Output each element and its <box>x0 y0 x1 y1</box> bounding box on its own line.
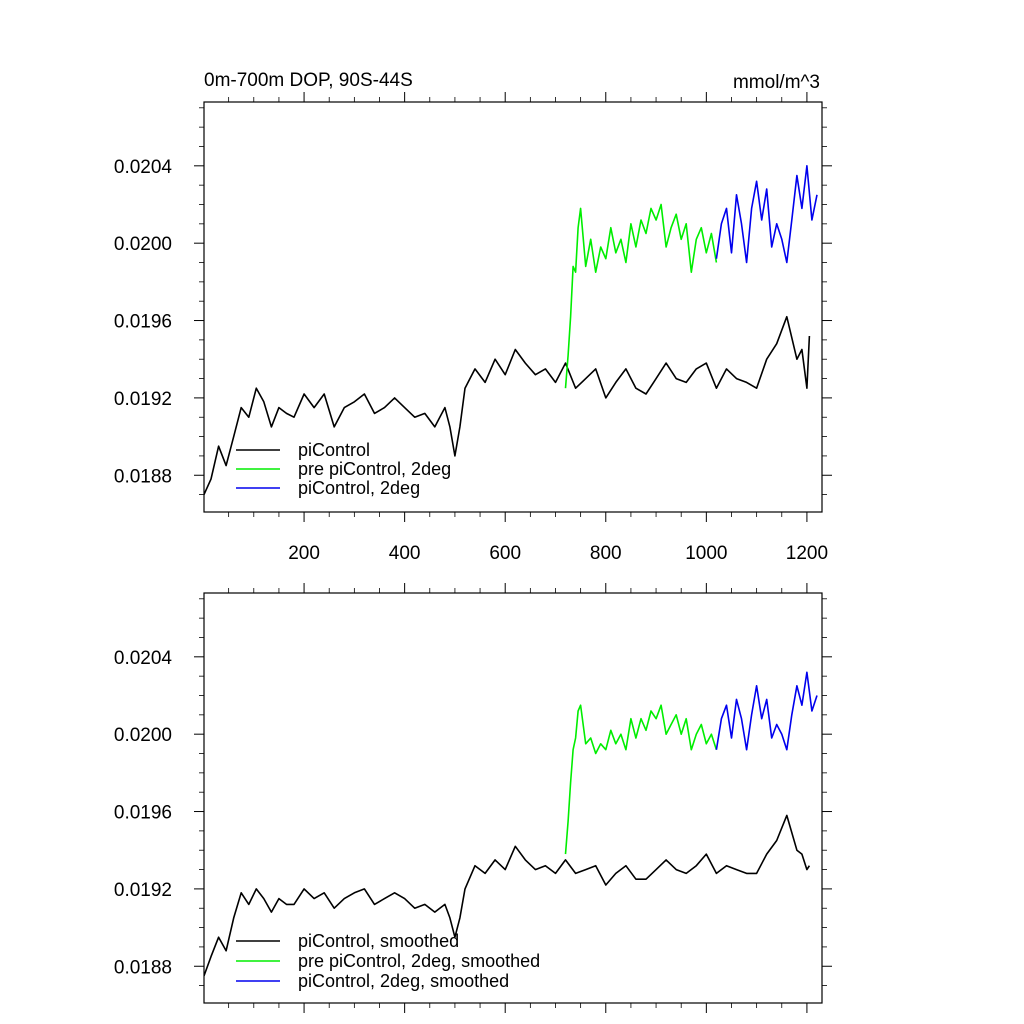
y-tick-label: 0.0192 <box>114 389 172 410</box>
y-tick-label: 0.0188 <box>114 466 172 487</box>
series-line-2 <box>715 165 818 264</box>
legend-label: pre piControl, 2deg, smoothed <box>298 951 540 971</box>
series-group <box>204 671 818 977</box>
series-line-0 <box>204 315 811 495</box>
x-tick-label: 1200 <box>786 543 828 564</box>
y-tick-label: 0.0200 <box>114 725 172 746</box>
series-group <box>204 165 818 495</box>
series-line-1 <box>564 704 718 855</box>
bottom-panel: 0.0188 0.0192 0.0196 0.0200 0.0204 piControl,… <box>114 583 832 1013</box>
series-line-1 <box>564 203 718 389</box>
x-tick-label: 400 <box>389 543 421 564</box>
x-tick-label: 600 <box>489 543 521 564</box>
series-line-0 <box>204 814 811 977</box>
y-tick-label: 0.0196 <box>114 803 172 824</box>
y-tick-label: 0.0188 <box>114 957 172 978</box>
x-tick-label: 800 <box>590 543 622 564</box>
x-tick-label: 1000 <box>685 543 727 564</box>
plot-frame <box>203 101 823 513</box>
y-tick-label: 0.0204 <box>114 648 173 669</box>
x-tick-label: 200 <box>288 543 320 564</box>
units-label: mmol/m^3 <box>733 72 820 93</box>
y-tick-label: 0.0204 <box>114 157 173 178</box>
y-tick-label: 0.0196 <box>114 312 172 333</box>
legend-label: piControl, 2deg <box>298 478 420 498</box>
legend-label: piControl, smoothed <box>298 931 459 951</box>
legend-label: piControl, 2deg, smoothed <box>298 971 509 991</box>
y-tick-label: 0.0200 <box>114 234 172 255</box>
y-tick-label: 0.0192 <box>114 880 172 901</box>
legend-label: piControl <box>298 440 370 460</box>
legend-label: pre piControl, 2deg <box>298 459 451 479</box>
top-panel: 200 400 600 800 1000 1200 0.0188 0.0192 0.0196 0.… <box>114 92 832 564</box>
plot-frame <box>203 592 823 1004</box>
series-line-2 <box>715 671 818 751</box>
chart-title: 0m-700m DOP, 90S-44S <box>204 70 413 91</box>
